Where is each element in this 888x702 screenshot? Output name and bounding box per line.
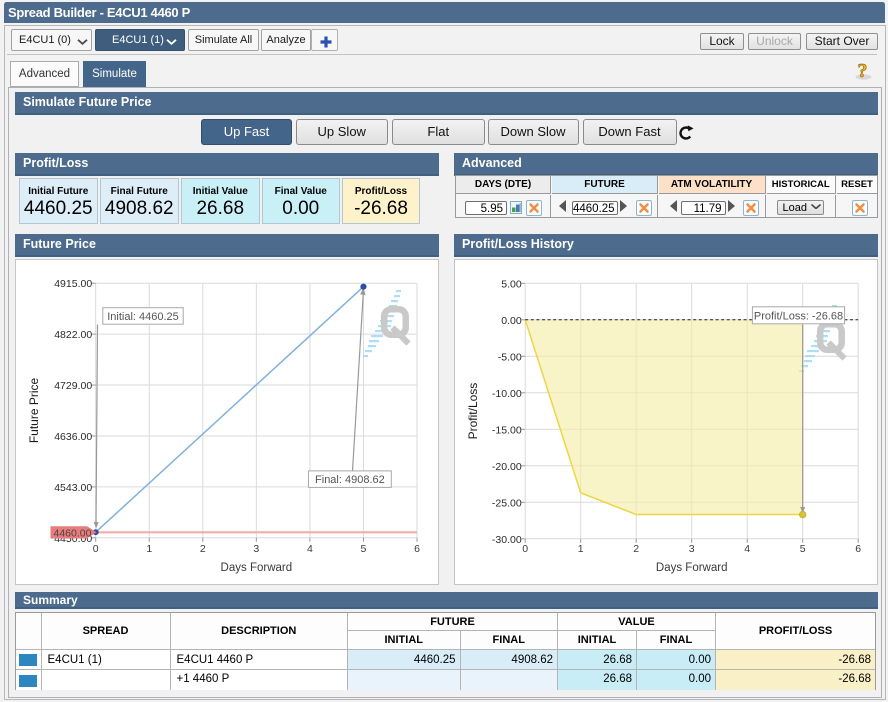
svg-text:Final: 4908.62: Final: 4908.62 bbox=[315, 474, 385, 486]
svg-text:3: 3 bbox=[689, 543, 695, 555]
svg-text:Days Forward: Days Forward bbox=[221, 562, 293, 574]
svg-text:Profit/Loss: Profit/Loss bbox=[466, 383, 480, 440]
svg-text:5: 5 bbox=[800, 543, 806, 555]
svg-text:3: 3 bbox=[253, 543, 259, 555]
svg-text:-20.00: -20.00 bbox=[492, 461, 522, 473]
svg-text:-25.00: -25.00 bbox=[492, 497, 522, 509]
svg-text:4636.00: 4636.00 bbox=[54, 431, 92, 443]
svg-text:2: 2 bbox=[633, 543, 639, 555]
svg-text:-5.00: -5.00 bbox=[498, 351, 522, 363]
svg-text:Initial: 4460.25: Initial: 4460.25 bbox=[107, 311, 179, 323]
svg-text:4: 4 bbox=[744, 543, 750, 555]
svg-text:1: 1 bbox=[146, 543, 152, 555]
svg-text:0: 0 bbox=[522, 543, 528, 555]
svg-text:2: 2 bbox=[200, 543, 206, 555]
svg-text:4729.00: 4729.00 bbox=[54, 380, 92, 392]
svg-text:Days Forward: Days Forward bbox=[656, 562, 728, 574]
svg-text:4915.00: 4915.00 bbox=[54, 278, 92, 290]
svg-text:5: 5 bbox=[361, 543, 367, 555]
svg-text:6: 6 bbox=[855, 543, 861, 555]
svg-text:4822.00: 4822.00 bbox=[54, 329, 92, 341]
svg-text:Profit/Loss: -26.68: Profit/Loss: -26.68 bbox=[754, 311, 843, 323]
svg-text:0: 0 bbox=[93, 543, 99, 555]
svg-text:-15.00: -15.00 bbox=[492, 424, 522, 436]
svg-text:-10.00: -10.00 bbox=[492, 388, 522, 400]
svg-text:4543.00: 4543.00 bbox=[54, 482, 92, 494]
svg-text:Future Price: Future Price bbox=[27, 377, 41, 443]
svg-text:5.00: 5.00 bbox=[501, 278, 522, 290]
svg-text:0.00: 0.00 bbox=[501, 315, 522, 327]
svg-text:4: 4 bbox=[307, 543, 313, 555]
svg-text:6: 6 bbox=[414, 543, 420, 555]
svg-text:4460.00: 4460.00 bbox=[54, 527, 92, 539]
svg-text:-30.00: -30.00 bbox=[492, 534, 522, 546]
svg-text:?: ? bbox=[858, 60, 868, 80]
svg-text:1: 1 bbox=[578, 543, 584, 555]
